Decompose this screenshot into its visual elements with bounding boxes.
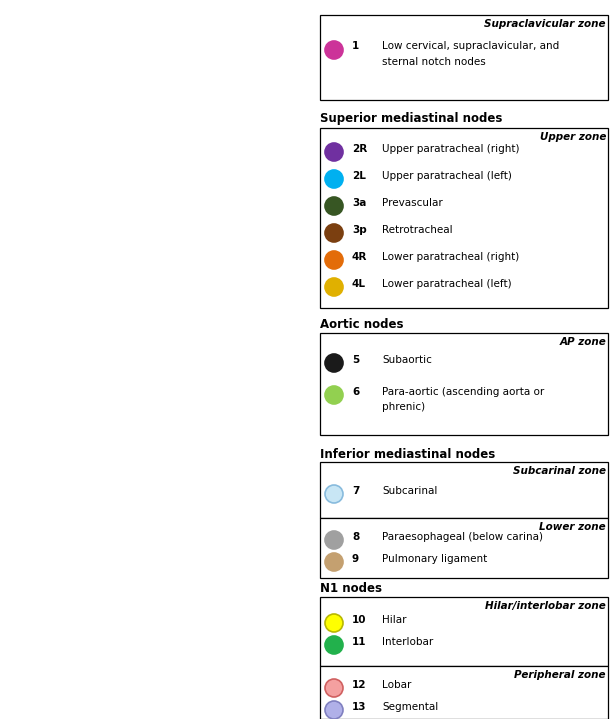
Text: Hilar: Hilar xyxy=(382,615,406,625)
Text: 4R: 4R xyxy=(352,252,367,262)
Text: 5: 5 xyxy=(352,355,359,365)
Circle shape xyxy=(325,224,343,242)
Text: Upper paratracheal (left): Upper paratracheal (left) xyxy=(382,171,512,181)
Text: Aortic nodes: Aortic nodes xyxy=(320,318,403,331)
Text: Retrotracheal: Retrotracheal xyxy=(382,225,453,235)
Text: Para-aortic (ascending aorta or: Para-aortic (ascending aorta or xyxy=(382,387,544,397)
Circle shape xyxy=(325,278,343,296)
Bar xyxy=(320,462,608,518)
Circle shape xyxy=(325,251,343,269)
Bar xyxy=(320,518,608,578)
Text: Lower paratracheal (right): Lower paratracheal (right) xyxy=(382,252,519,262)
Circle shape xyxy=(325,41,343,59)
Text: 12: 12 xyxy=(352,680,367,690)
Circle shape xyxy=(325,553,343,571)
Text: 1: 1 xyxy=(352,41,359,51)
Text: 6: 6 xyxy=(352,387,359,397)
Text: Subcarinal: Subcarinal xyxy=(382,486,437,496)
Circle shape xyxy=(325,170,343,188)
Bar xyxy=(320,128,608,308)
Text: Lower paratracheal (left): Lower paratracheal (left) xyxy=(382,279,511,289)
Bar xyxy=(320,333,608,435)
Text: 13: 13 xyxy=(352,702,367,712)
Circle shape xyxy=(325,531,343,549)
Text: 8: 8 xyxy=(352,532,359,542)
Circle shape xyxy=(325,485,343,503)
Text: Low cervical, supraclavicular, and: Low cervical, supraclavicular, and xyxy=(382,41,559,51)
Text: Prevascular: Prevascular xyxy=(382,198,443,208)
Circle shape xyxy=(325,679,343,697)
Text: Peripheral zone: Peripheral zone xyxy=(515,670,606,680)
Text: 9: 9 xyxy=(352,554,359,564)
Text: Hilar/interlobar zone: Hilar/interlobar zone xyxy=(485,601,606,611)
Text: Upper zone: Upper zone xyxy=(540,132,606,142)
Circle shape xyxy=(325,354,343,372)
Circle shape xyxy=(325,701,343,719)
Text: 2L: 2L xyxy=(352,171,366,181)
Circle shape xyxy=(325,614,343,632)
Text: Subcarinal zone: Subcarinal zone xyxy=(513,466,606,476)
Text: Inferior mediastinal nodes: Inferior mediastinal nodes xyxy=(320,448,495,461)
Circle shape xyxy=(325,636,343,654)
Circle shape xyxy=(325,143,343,161)
Bar xyxy=(320,15,608,100)
Bar xyxy=(320,666,608,719)
Circle shape xyxy=(325,386,343,404)
Text: 10: 10 xyxy=(352,615,367,625)
Text: 4L: 4L xyxy=(352,279,366,289)
Text: Supraclavicular zone: Supraclavicular zone xyxy=(484,19,606,29)
Text: phrenic): phrenic) xyxy=(382,402,425,412)
Circle shape xyxy=(325,197,343,215)
Text: AP zone: AP zone xyxy=(559,337,606,347)
Text: Subaortic: Subaortic xyxy=(382,355,432,365)
Text: Upper paratracheal (right): Upper paratracheal (right) xyxy=(382,144,519,154)
Text: sternal notch nodes: sternal notch nodes xyxy=(382,57,486,67)
Text: 3a: 3a xyxy=(352,198,367,208)
Text: 11: 11 xyxy=(352,637,367,647)
Text: Superior mediastinal nodes: Superior mediastinal nodes xyxy=(320,112,502,125)
Text: 3p: 3p xyxy=(352,225,367,235)
Text: Lower zone: Lower zone xyxy=(539,522,606,532)
Text: Interlobar: Interlobar xyxy=(382,637,433,647)
Text: 7: 7 xyxy=(352,486,359,496)
Text: Lobar: Lobar xyxy=(382,680,411,690)
Text: Pulmonary ligament: Pulmonary ligament xyxy=(382,554,488,564)
Text: 2R: 2R xyxy=(352,144,367,154)
Bar xyxy=(320,597,608,666)
Text: Paraesophageal (below carina): Paraesophageal (below carina) xyxy=(382,532,543,542)
Text: Segmental: Segmental xyxy=(382,702,438,712)
Text: N1 nodes: N1 nodes xyxy=(320,582,382,595)
